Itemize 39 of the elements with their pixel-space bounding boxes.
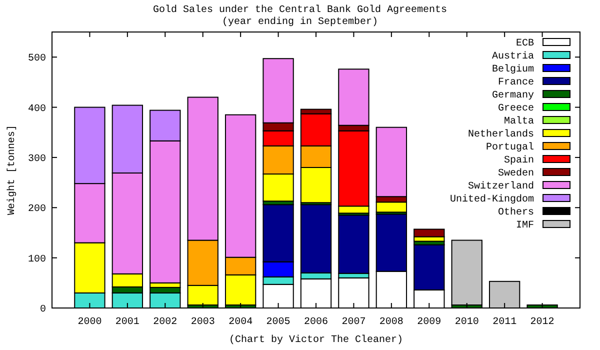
legend-label: Portugal — [486, 142, 534, 154]
x-tick-label: 2007 — [342, 317, 366, 328]
y-tick-label: 200 — [28, 204, 46, 216]
x-tick-label: 2011 — [492, 317, 517, 328]
x-tick-label: 2001 — [115, 317, 140, 328]
legend-label: Belgium — [492, 64, 534, 76]
x-tick-label: 2010 — [454, 317, 479, 328]
x-tick-label: 2005 — [266, 317, 290, 328]
legend-label: Sweden — [498, 168, 534, 180]
bar — [451, 240, 482, 306]
x-tick-label: 2012 — [530, 317, 554, 328]
x-axis-title: (Chart by Victor The Cleaner) — [228, 334, 404, 346]
chart-subtitle: (year ending in September) — [222, 16, 378, 28]
x-tick-label: 2003 — [190, 317, 215, 328]
legend-label: IMF — [516, 220, 534, 232]
legend-label: Spain — [504, 154, 534, 166]
legend-label: ECB — [516, 38, 534, 50]
legend-label: Others — [498, 206, 534, 218]
legend-label: Greece — [498, 104, 534, 114]
y-tick-label: 0 — [40, 304, 46, 316]
legend-label: Austria — [492, 50, 534, 62]
x-tick-label: 2009 — [417, 317, 442, 328]
legend-label: France — [498, 78, 534, 88]
x-tick-label: 2004 — [228, 317, 253, 328]
y-tick-label: 300 — [28, 154, 46, 165]
chart-title: Gold Sales under the Central Bank Gold Agreements — [152, 4, 448, 16]
x-tick-label: 2002 — [153, 317, 178, 328]
legend-label: Malta — [504, 116, 534, 128]
legend-label: United-Kingdom — [450, 194, 534, 206]
y-tick-label: 500 — [28, 54, 46, 65]
x-tick-label: 2006 — [304, 317, 328, 328]
y-axis-title: Weight [tonnes] — [6, 124, 18, 216]
x-tick-label: 2000 — [78, 317, 102, 328]
y-tick-label: 400 — [28, 104, 46, 115]
legend-label: Netherlands — [468, 128, 534, 140]
y-tick-label: 100 — [28, 254, 46, 266]
x-tick-label: 2008 — [379, 317, 404, 328]
legend-label: Switzerland — [468, 180, 534, 192]
legend-label: Germany — [492, 90, 534, 102]
